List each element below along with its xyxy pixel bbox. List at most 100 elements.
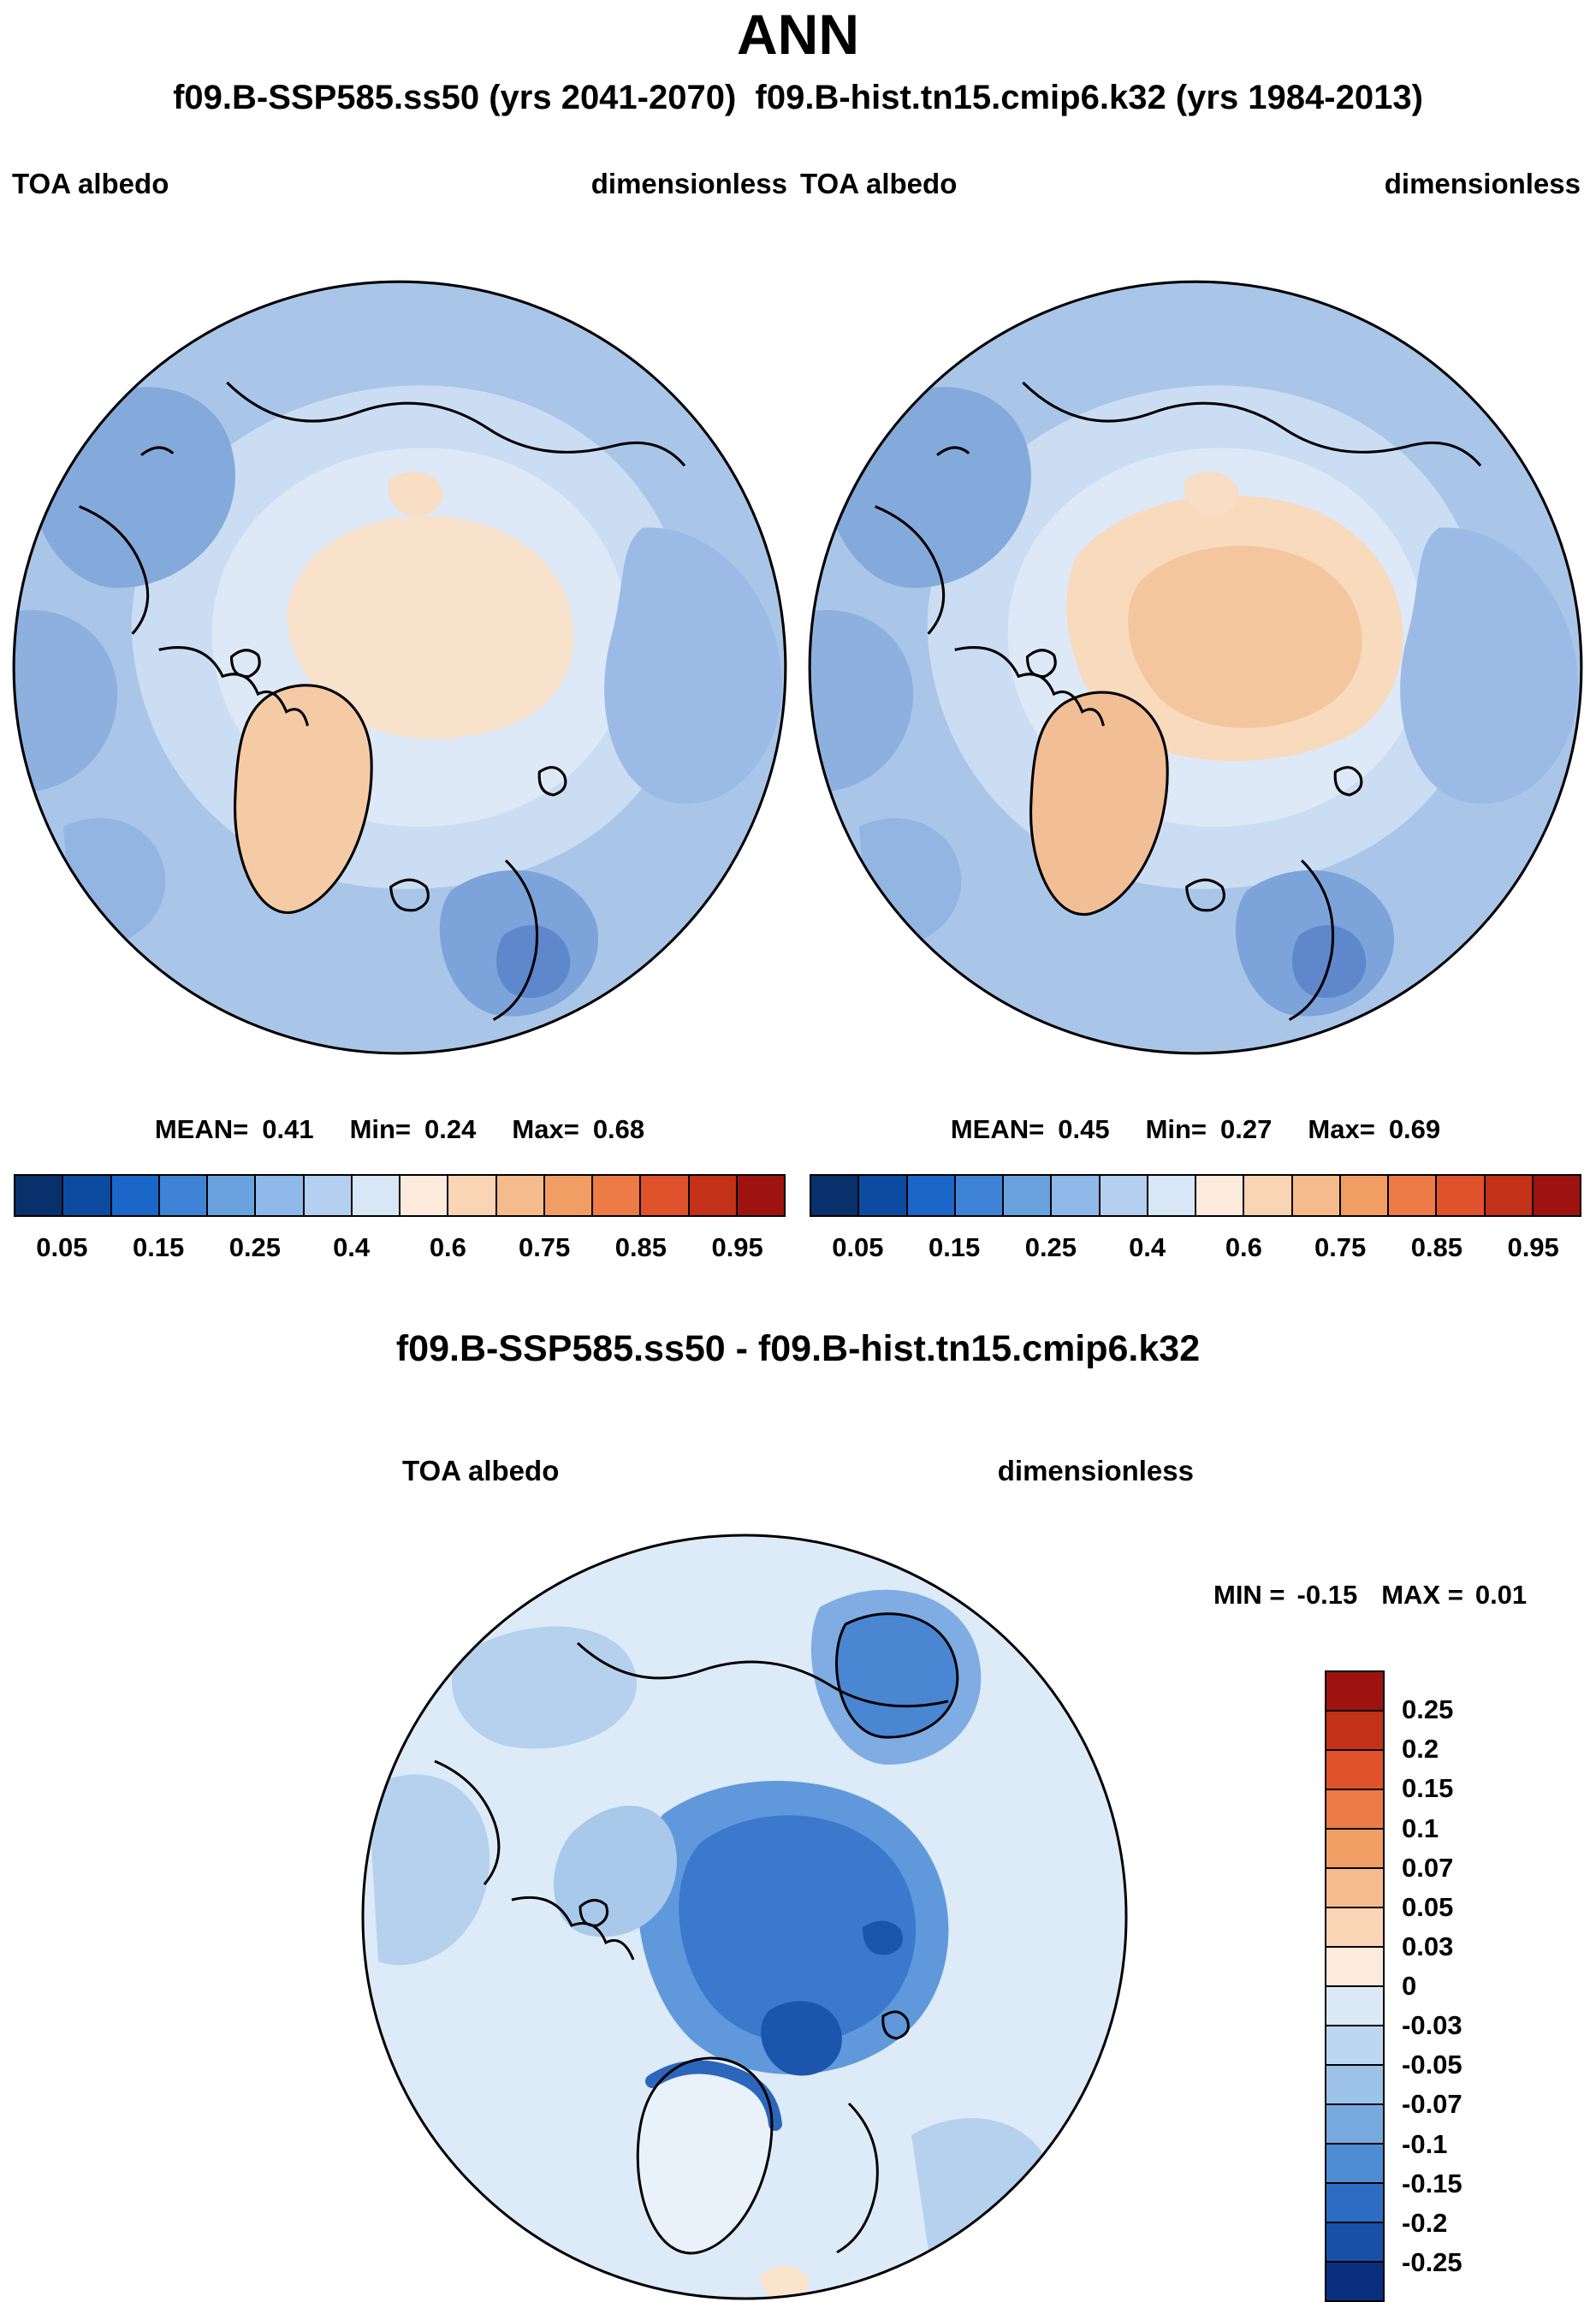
colorbar-segment	[1387, 1176, 1436, 1215]
ice-cap-shading	[1030, 472, 1403, 915]
colorbar-tick-label: 0.03	[1402, 1931, 1454, 1961]
coastlines	[434, 1612, 959, 2255]
colorbar-tick-label: -0.07	[1402, 2089, 1463, 2120]
max-value: 0.69	[1388, 1114, 1441, 1144]
colorbar-segment	[1326, 1828, 1383, 1867]
colorbar-tick-label: -0.15	[1402, 2168, 1463, 2198]
max-value: 0.68	[592, 1114, 645, 1144]
colorbar-segment	[543, 1176, 591, 1215]
colorbar-tick-label: 0.2	[1402, 1734, 1439, 1765]
colorbar-segment	[1483, 1176, 1532, 1215]
colorbar-segment	[1002, 1176, 1051, 1215]
colorbar-segment	[1326, 2103, 1383, 2143]
colorbar-segment	[1326, 2064, 1383, 2103]
colorbar-tick-label: -0.25	[1402, 2246, 1463, 2277]
colorbar-tick-label: -0.03	[1402, 2010, 1463, 2041]
colorbar-tick-label: 0.07	[1402, 1852, 1454, 1883]
colorbar-segment	[953, 1176, 1002, 1215]
colorbar-segment	[1050, 1176, 1099, 1215]
colorbar-segment	[735, 1176, 784, 1215]
colorbar-segment	[1326, 1710, 1383, 1749]
colorbar-segment	[1326, 1946, 1383, 1985]
colorbar-ticks-case1: 0.05 0.15 0.25 0.4 0.6 0.75 0.85 0.95	[14, 1232, 786, 1267]
units-label: dimensionless	[997, 1455, 1194, 1486]
colorbar-segment	[1326, 1672, 1383, 1710]
colorbar-segment	[110, 1176, 158, 1215]
case2-header: TOA albedo dimensionless	[800, 168, 1581, 200]
colorbar-segment	[1146, 1176, 1195, 1215]
colorbar-segment	[1195, 1176, 1243, 1215]
colorbar-segment	[687, 1176, 736, 1215]
colorbar-segment	[157, 1176, 206, 1215]
mean-value: 0.41	[262, 1114, 314, 1144]
min-label: Min=	[1145, 1114, 1207, 1144]
mean-label: MEAN=	[950, 1114, 1045, 1144]
map-boundary-circle	[361, 1534, 1128, 2300]
colorbar-tick-label: 0.75	[1314, 1232, 1367, 1262]
diff-header: TOA albedo dimensionless	[402, 1455, 1194, 1487]
colorbar-segment	[495, 1176, 543, 1215]
colorbar-tick-label: 0.4	[333, 1232, 371, 1262]
variable-label: TOA albedo	[402, 1455, 560, 1486]
colorbar-segment	[1326, 1907, 1383, 1946]
colorbar-tick-label: 0.25	[228, 1232, 282, 1262]
colorbar-diff	[1325, 1670, 1385, 2302]
colorbar-segment	[1326, 1867, 1383, 1907]
colorbar-segment	[1326, 2143, 1383, 2182]
units-label: dimensionless	[1384, 168, 1581, 199]
colorbar-segment	[350, 1176, 399, 1215]
colorbar-segment	[1435, 1176, 1484, 1215]
colorbar-tick-label: -0.1	[1402, 2128, 1448, 2159]
colorbar-case1	[14, 1174, 786, 1217]
colorbar-tick-label: 0.15	[1402, 1773, 1454, 1804]
units-label: dimensionless	[590, 168, 787, 199]
colorbar-segment	[447, 1176, 495, 1215]
cases-subtitle: f09.B-SSP585.ss50 (yrs 2041-2070) f09.B-…	[173, 79, 1423, 116]
colorbar-segment	[857, 1176, 906, 1215]
colorbar-tick-label: 0.15	[928, 1232, 981, 1262]
map-boundary-circle	[808, 280, 1583, 1055]
colorbar-segment	[206, 1176, 255, 1215]
mean-value: 0.45	[1058, 1114, 1110, 1144]
max-label: Max=	[512, 1114, 579, 1144]
coastlines	[79, 381, 686, 1021]
colorbar-segment	[1326, 2182, 1383, 2222]
colorbar-tick-label: 0.05	[36, 1232, 88, 1262]
colorbar-segment	[1243, 1176, 1291, 1215]
colorbar-segment	[591, 1176, 640, 1215]
case1-stats: MEAN= 0.41 Min= 0.24 Max= 0.68	[10, 1114, 789, 1145]
colorbar-segment	[1326, 2025, 1383, 2064]
colorbar-segment	[302, 1176, 351, 1215]
variable-label: TOA albedo	[800, 168, 958, 199]
colorbar-tick-label: 0.6	[429, 1232, 466, 1262]
polar-map-case1	[10, 278, 789, 1057]
max-label: Max=	[1308, 1114, 1375, 1144]
min-label: MIN =	[1213, 1580, 1285, 1610]
colorbar-segment	[254, 1176, 303, 1215]
colorbar-tick-label: 0.1	[1402, 1813, 1439, 1843]
colorbar-segment	[1326, 1789, 1383, 1828]
colorbar-segment	[399, 1176, 448, 1215]
min-value: 0.27	[1220, 1114, 1273, 1144]
colorbar-segment	[905, 1176, 954, 1215]
map-boundary-circle	[12, 280, 787, 1055]
diff-title: f09.B-SSP585.ss50 - f09.B-hist.tn15.cmip…	[395, 1328, 1201, 1369]
colorbar-segment	[1326, 2222, 1383, 2261]
colorbar-segment	[639, 1176, 688, 1215]
coastlines	[875, 381, 1482, 1021]
variable-label: TOA albedo	[12, 168, 169, 199]
colorbar-segment	[1338, 1176, 1387, 1215]
colorbar-tick-label: 0.85	[614, 1232, 667, 1262]
polar-map-case1-graphic	[12, 280, 787, 1055]
colorbar-ticks-diff: 0.25 0.2 0.15 0.1 0.07 0.05 0.03 0 -0.03 -0.05 -0.…	[1402, 1670, 1547, 2302]
colorbar-segment	[1326, 1749, 1383, 1789]
colorbar-tick-label: 0.25	[1024, 1232, 1077, 1262]
colorbar-tick-label: 0.25	[1402, 1694, 1454, 1725]
colorbar-tick-label: 0.95	[1507, 1232, 1559, 1262]
colorbar-tick-label: 0.4	[1129, 1232, 1166, 1262]
colorbar-segment	[1098, 1176, 1147, 1215]
colorbar-segment	[1326, 2261, 1383, 2300]
colorbar-tick-label: 0.05	[832, 1232, 884, 1262]
colorbar-segment	[1531, 1176, 1580, 1215]
